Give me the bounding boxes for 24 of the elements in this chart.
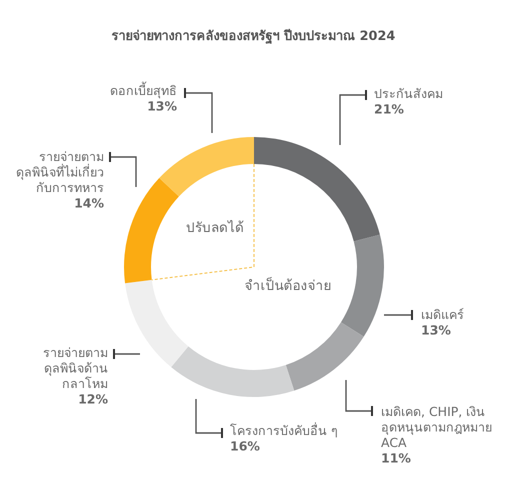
- chart-title: รายจ่ายทางการคลังของสหรัฐฯ ปีงบประมาณ 2024: [112, 29, 396, 45]
- slice-label: รายจ่ายตาม ดุลพินิจด้าน กลาโหม: [43, 345, 108, 391]
- donut-slice: [254, 137, 380, 242]
- slice-label: ดอกเบี้ยสุทธิ: [110, 81, 177, 99]
- data-label: 11%: [381, 450, 412, 466]
- data-label: 13%: [147, 98, 178, 114]
- donut-slice: [286, 322, 364, 391]
- text: ปรับลดได้: [186, 220, 244, 236]
- slice-label: ประกันสังคม: [374, 86, 443, 101]
- text: จำเป็นต้องจ่าย: [244, 276, 332, 294]
- slice-label: โครงการบังคับอื่น ๆ: [230, 422, 338, 438]
- donut-slice: [125, 280, 188, 368]
- slice-label: รายจ่ายตาม ดุลพินิจที่ไม่เกี่ยว กับการทหาร: [16, 149, 104, 195]
- slice-label: เมดิเคด, CHIP, เงิน อุดหนุนตามกฎหมาย ACA: [381, 404, 492, 450]
- data-label: 12%: [78, 392, 108, 406]
- data-label: 13%: [421, 322, 452, 338]
- donut-slice: [171, 346, 294, 397]
- data-label: 16%: [230, 438, 260, 454]
- data-label: 21%: [374, 102, 404, 116]
- donut-slice: [159, 137, 254, 196]
- slice-label: เมดิแคร์: [421, 307, 464, 322]
- donut-slice: [340, 234, 384, 337]
- donut-slice: [124, 178, 179, 284]
- data-label: 14%: [74, 196, 104, 210]
